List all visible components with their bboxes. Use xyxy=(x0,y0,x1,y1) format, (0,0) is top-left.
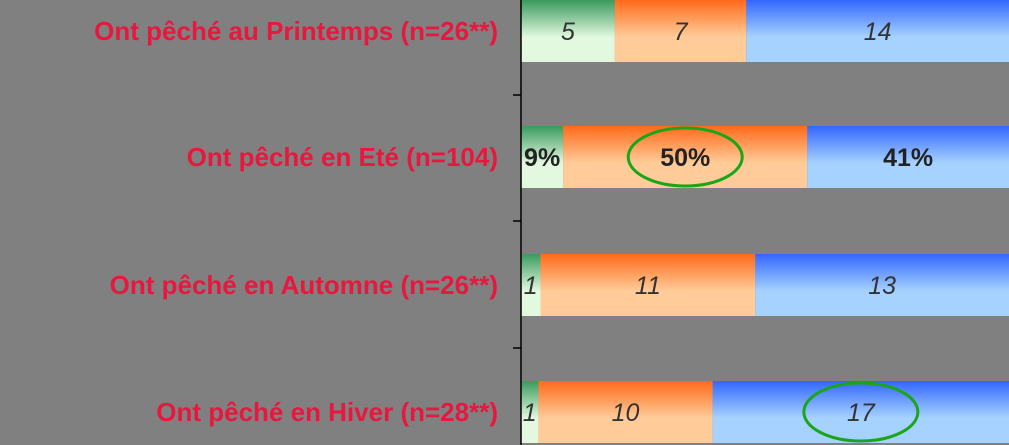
bar-segment-c1-s0 xyxy=(521,126,564,188)
segment-label-c1-s0: 9% xyxy=(524,144,560,172)
bar-segment-c1-s2 xyxy=(807,126,1009,188)
bar-segment-c3-s2 xyxy=(712,381,1009,443)
highlight-ellipse-1 xyxy=(802,381,920,443)
segment-label-c0-s0: 5 xyxy=(561,18,575,46)
segment-label-c3-s1: 10 xyxy=(612,399,640,427)
segment-label-c0-s1: 7 xyxy=(674,18,689,46)
bar-segment-c0-s1 xyxy=(614,0,747,62)
category-label-1: Ont pêché en Eté (n=104) xyxy=(187,142,498,172)
category-label-0: Ont pêché au Printemps (n=26**) xyxy=(94,16,498,46)
segment-label-c1-s1: 50% xyxy=(660,144,710,172)
bar-segment-c1-s1 xyxy=(563,126,808,188)
bar-segments xyxy=(521,0,1009,443)
segment-label-c3-s2: 17 xyxy=(847,399,876,427)
bar-segment-c0-s2 xyxy=(746,0,1009,62)
category-axis xyxy=(513,0,522,445)
segment-labels: 5 7 149% 50% 41%1 11 131 10 17 xyxy=(523,18,933,427)
segment-label-c2-s0: 1 xyxy=(524,272,538,300)
category-labels: Ont pêché au Printemps (n=26**) Ont pêché… xyxy=(94,16,498,427)
category-label-2: Ont pêché en Automne (n=26**) xyxy=(110,270,498,300)
bar-segment-c3-s1 xyxy=(538,381,713,443)
bar-segment-c0-s0 xyxy=(521,0,615,62)
bar-segment-c2-s1 xyxy=(540,254,756,316)
highlight-ellipses xyxy=(626,126,920,443)
bar-segment-c2-s2 xyxy=(755,254,1009,316)
segment-label-c1-s2: 41% xyxy=(883,144,933,172)
segment-label-c2-s1: 11 xyxy=(635,272,661,300)
segment-label-c0-s2: 14 xyxy=(864,18,892,46)
segment-label-c3-s0: 1 xyxy=(523,399,537,427)
highlight-ellipse-0 xyxy=(626,126,744,188)
segment-label-c2-s2: 13 xyxy=(868,272,896,300)
bar-segment-c2-s0 xyxy=(521,254,541,316)
category-label-3: Ont pêché en Hiver (n=28**) xyxy=(156,397,498,427)
bar-segment-c3-s0 xyxy=(521,381,539,443)
